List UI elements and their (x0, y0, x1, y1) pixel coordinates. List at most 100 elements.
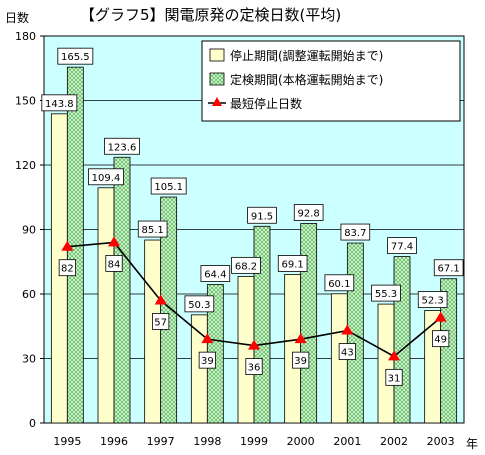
shortest-stop-marker (201, 333, 214, 344)
bar-inspection-period (300, 223, 318, 424)
legend-box (201, 40, 461, 122)
bar-inspection-period (253, 225, 271, 424)
data-label-inspection-period: 83.7 (344, 228, 366, 239)
line-series (61, 236, 447, 361)
bar-stop-period (97, 187, 115, 424)
data-label-shortest-stop-box (152, 313, 170, 330)
x-tick-label: 2000 (287, 435, 315, 448)
data-label-shortest-stop: 36 (248, 363, 261, 374)
bar-stop-period (144, 239, 162, 424)
data-label-stop-period: 50.3 (188, 300, 210, 311)
shortest-stop-marker (341, 324, 354, 335)
x-tick-label: 1995 (53, 435, 81, 448)
chart-title: 【グラフ5】関電原発の定検日数(平均) (80, 6, 341, 24)
data-label-shortest-stop-box (292, 351, 310, 369)
data-label-shortest-stop: 43 (341, 348, 354, 359)
x-tick-label: 1998 (193, 435, 221, 448)
data-label-shortest-stop-box (245, 358, 263, 376)
bar-inspection-period (440, 278, 458, 424)
x-tick-label: 2003 (427, 435, 455, 448)
data-label-stop-period-box (137, 220, 168, 238)
x-axis-label: 年 (466, 437, 478, 451)
x-tick-label: 2001 (333, 435, 361, 448)
data-label-stop-period: 55.3 (375, 289, 397, 300)
data-label-inspection-period: 67.1 (438, 264, 460, 275)
y-tick-label: 0 (29, 417, 36, 430)
x-tick-label: 1999 (240, 435, 268, 448)
shortest-stop-marker (294, 333, 307, 344)
x-axis-ticks: 1995 1996 1997 1998 1999 2000 2001 2002 2003 (53, 435, 454, 448)
data-label-inspection-period: 77.4 (391, 242, 413, 253)
bar-stop-period (237, 275, 255, 424)
shortest-stop-marker (248, 339, 260, 350)
x-tick-label: 1997 (147, 435, 175, 448)
data-label-shortest-stop: 57 (154, 317, 167, 328)
bar-stop-period (377, 303, 395, 424)
data-label-stop-period: 85.1 (142, 225, 164, 236)
legend: 停止期間(調整運転開始まで) 定検期間(本格運転開始まで) 最短停止日数 (201, 40, 461, 122)
data-label-shortest-stop: 82 (61, 264, 74, 275)
data-label-inspection-period-box (104, 137, 140, 155)
data-label-stop-period: 60.1 (328, 279, 350, 290)
bar-data-labels: 143.8 165.5 109.4 123.6 85.1 105.1 50.3 64.4 68.… (41, 47, 464, 386)
data-label-stop-period: 68.2 (235, 261, 257, 272)
bar-inspection-period (393, 256, 411, 424)
data-label-shortest-stop-box (58, 259, 76, 277)
data-label-inspection-period: 92.8 (298, 208, 320, 219)
data-label-inspection-period: 123.6 (108, 142, 137, 153)
data-label-stop-period-box (184, 295, 215, 313)
y-axis-ticks: 0 30 60 90 120 150 180 (15, 30, 44, 430)
legend-swatch-inspection-period (209, 72, 225, 86)
data-label-inspection-period-box (200, 265, 231, 282)
data-label-inspection-period-box (247, 206, 277, 224)
data-label-shortest-stop: 49 (434, 335, 447, 346)
data-label-shortest-stop: 31 (388, 373, 401, 384)
data-label-shortest-stop-box (105, 254, 123, 272)
shortest-stop-marker (108, 236, 120, 247)
bar-stop-period (284, 274, 302, 424)
bar-stop-period (190, 314, 208, 424)
data-label-shortest-stop-box (432, 330, 450, 348)
x-tick-label: 2002 (380, 435, 408, 448)
y-axis-label: 日数 (5, 10, 29, 25)
data-label-stop-period-box (371, 284, 401, 302)
data-label-stop-period: 52.3 (422, 296, 444, 307)
data-label-stop-period-box (41, 94, 78, 112)
data-label-inspection-period-box (433, 259, 464, 277)
data-label-shortest-stop: 39 (201, 356, 214, 367)
shortest-stop-marker (434, 311, 447, 322)
legend-label-stop-period: 停止期間(調整運転開始まで) (230, 48, 383, 63)
shortest-stop-marker (61, 240, 74, 251)
y-tick-label: 60 (22, 288, 36, 301)
data-label-stop-period-box (324, 274, 355, 292)
data-label-inspection-period-box (293, 204, 324, 221)
data-label-inspection-period: 64.4 (204, 270, 226, 281)
data-label-shortest-stop-box (338, 343, 356, 360)
data-label-inspection-period-box (387, 237, 417, 254)
legend-label-inspection-period: 定検期間(本格運転開始まで) (230, 72, 383, 87)
legend-swatch-stop-period (209, 48, 225, 62)
y-tick-label: 150 (15, 95, 36, 108)
data-label-stop-period-box (231, 256, 261, 274)
y-tick-label: 30 (22, 353, 36, 366)
data-label-shortest-stop: 84 (108, 259, 121, 270)
data-label-inspection-period-box (150, 177, 187, 195)
bar-inspection-period (113, 156, 131, 424)
data-label-inspection-period: 105.1 (154, 182, 183, 193)
bar-stop-period (424, 310, 442, 424)
data-label-stop-period-box (277, 255, 308, 272)
data-label-shortest-stop-box (198, 351, 216, 369)
data-label-inspection-period-box (57, 47, 94, 65)
x-tick-label: 1996 (100, 435, 128, 448)
data-label-stop-period-box (417, 291, 448, 308)
legend-marker-shortest-stop (212, 97, 222, 106)
data-label-inspection-period: 165.5 (61, 52, 90, 63)
data-label-inspection-period: 91.5 (251, 211, 273, 222)
shortest-stop-marker (388, 350, 400, 361)
y-tick-label: 180 (15, 30, 36, 43)
y-tick-label: 120 (15, 159, 36, 172)
data-label-shortest-stop-box (385, 368, 403, 386)
bar-inspection-period (160, 196, 178, 424)
